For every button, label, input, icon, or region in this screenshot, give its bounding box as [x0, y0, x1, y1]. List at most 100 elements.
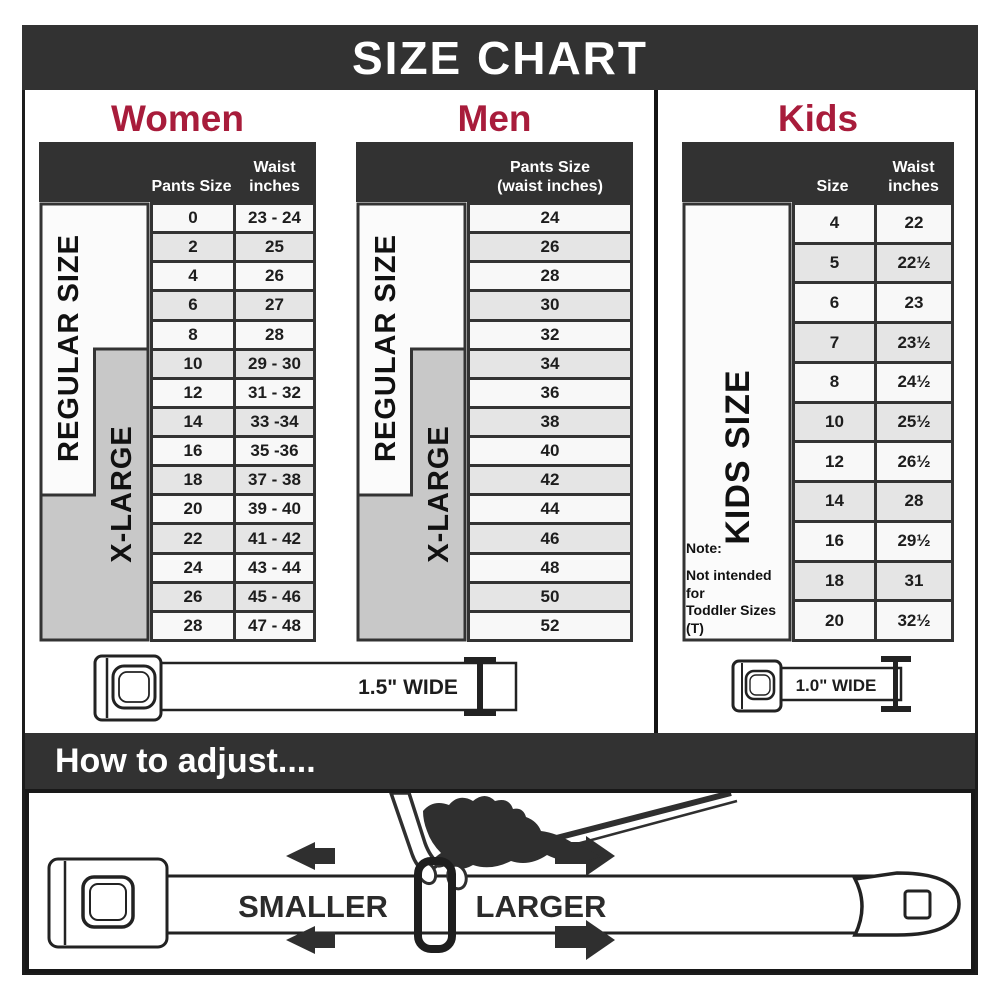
table-row: 2 25 — [153, 234, 313, 261]
table-row: 34 — [470, 350, 630, 377]
table-cell: 36 — [470, 379, 630, 406]
table-cell: 8 — [795, 363, 874, 401]
buckle-button-inner — [118, 671, 150, 703]
smaller-label: SMALLER — [238, 889, 388, 924]
hand-illustration — [388, 791, 601, 891]
table-cell: 43 - 44 — [236, 554, 313, 581]
table-row: 42 — [470, 467, 630, 494]
table-cell: 23½ — [877, 324, 951, 361]
note-body: Not intended for Toddler Sizes (T) — [686, 567, 776, 636]
table-cell: 4 — [795, 205, 874, 242]
howto-bar: How to adjust.... — [25, 733, 975, 789]
kids-size-table: Size Waist inches KIDS SIZE Note: Not in… — [682, 142, 954, 642]
table-row: 12 26½ — [795, 443, 951, 481]
table-row: 7 23½ — [795, 324, 951, 361]
table-row: 8 24½ — [795, 363, 951, 401]
table-cell: 25½ — [877, 403, 951, 441]
kids-table-header: Size Waist inches — [682, 142, 954, 202]
women-size-band-labels: REGULAR SIZE X-LARGE — [39, 202, 150, 642]
kids-table-body: KIDS SIZE Note: Not intended for Toddler… — [682, 202, 954, 642]
table-row: 14 28 — [795, 483, 951, 520]
table-cell: 24 — [153, 554, 233, 581]
table-row: 50 — [470, 583, 630, 610]
howto-illustration-box: SMALLER LARGER — [25, 789, 975, 973]
women-col-header-waist: Waist inches — [249, 159, 300, 195]
table-cell: 26 — [153, 583, 233, 610]
table-row: 4 22 — [795, 205, 951, 242]
table-row: 4 26 — [153, 263, 313, 290]
women-col-header-pants-size: Pants Size — [151, 177, 232, 195]
table-cell: 46 — [470, 525, 630, 552]
women-table-body: REGULAR SIZE X-LARGE 0 23 - 24 2 25 4 26 6 27 8 2… — [39, 202, 316, 642]
note-title: Note: — [686, 539, 722, 556]
table-cell: 5 — [795, 244, 874, 282]
arrow-right-lower-head — [586, 920, 615, 960]
table-row: 20 32½ — [795, 602, 951, 639]
belt-slider-adjuster — [414, 857, 456, 953]
men-size-table: Pants Size (waist inches) REGULAR SIZE X… — [356, 142, 633, 642]
kids-col-header-size: Size — [816, 177, 849, 195]
table-cell: 27 — [236, 292, 313, 319]
men-heading: Men — [457, 98, 532, 139]
table-row: 18 31 — [795, 562, 951, 600]
table-row: 10 25½ — [795, 403, 951, 441]
table-cell: 12 — [153, 379, 233, 406]
table-cell: 28 — [470, 263, 630, 290]
table-row: 6 27 — [153, 292, 313, 319]
table-cell: 39 - 40 — [236, 496, 313, 523]
table-row: 28 47 - 48 — [153, 612, 313, 639]
table-cell: 8 — [153, 321, 233, 348]
women-table-group: Women Pants Size Waist inches REGULAR SI… — [39, 96, 316, 642]
kids-heading: Kids — [777, 98, 859, 139]
seatbelt-buckle-icon — [47, 857, 169, 949]
table-row: 20 39 - 40 — [153, 496, 313, 523]
men-rows: 24 26 28 30 32 34 36 38 40 42 44 46 48 50 52 — [467, 202, 633, 642]
width-measure-icon — [881, 656, 911, 712]
table-cell: 18 — [153, 467, 233, 494]
belt-strap — [159, 661, 518, 712]
table-row: 40 — [470, 438, 630, 465]
table-row: 5 22½ — [795, 244, 951, 282]
table-row: 16 29½ — [795, 522, 951, 560]
men-col-header-pants-size: Pants Size (waist inches) — [497, 159, 603, 195]
table-row: 32 — [470, 321, 630, 348]
table-cell: 20 — [153, 496, 233, 523]
table-cell: 23 - 24 — [236, 205, 313, 232]
table-row: 12 31 - 32 — [153, 379, 313, 406]
table-cell: 20 — [795, 602, 874, 639]
title-bar: SIZE CHART — [22, 25, 978, 90]
table-cell: 29½ — [877, 522, 951, 560]
table-row: 52 — [470, 612, 630, 639]
pulled-strap-line — [536, 790, 732, 846]
kids-size-label: KIDS SIZE — [719, 369, 757, 544]
table-cell: 41 - 42 — [236, 525, 313, 552]
belt-strap — [57, 874, 901, 935]
table-cell: 38 — [470, 408, 630, 436]
table-cell: 4 — [153, 263, 233, 290]
table-cell: 31 — [877, 562, 951, 600]
kids-table-group: Kids Size Waist inches KIDS SIZE — [682, 96, 954, 642]
table-cell: 22 — [153, 525, 233, 552]
kids-panel: Kids Size Waist inches KIDS SIZE — [658, 90, 975, 733]
table-cell: 32 — [470, 321, 630, 348]
belt-tongue-icon — [852, 871, 961, 937]
table-cell: 0 — [153, 205, 233, 232]
table-cell: 35 -36 — [236, 438, 313, 465]
kids-size-band-labels: KIDS SIZE — [682, 202, 792, 642]
table-cell: 47 - 48 — [236, 612, 313, 639]
table-row: 14 33 -34 — [153, 408, 313, 436]
men-table-group: Men Pants Size (waist inches) REGULAR SI… — [356, 96, 633, 642]
table-cell: 7 — [795, 324, 874, 361]
table-row: 18 37 - 38 — [153, 467, 313, 494]
table-cell: 33 -34 — [236, 408, 313, 436]
table-cell: 22½ — [877, 244, 951, 282]
women-table-header: Pants Size Waist inches — [39, 142, 316, 202]
table-cell: 28 — [153, 612, 233, 639]
x-large-label: X-LARGE — [106, 425, 138, 563]
table-cell: 32½ — [877, 602, 951, 639]
table-cell: 45 - 46 — [236, 583, 313, 610]
table-row: 48 — [470, 554, 630, 581]
table-row: 0 23 - 24 — [153, 205, 313, 232]
table-row: 28 — [470, 263, 630, 290]
table-cell: 26 — [470, 234, 630, 261]
